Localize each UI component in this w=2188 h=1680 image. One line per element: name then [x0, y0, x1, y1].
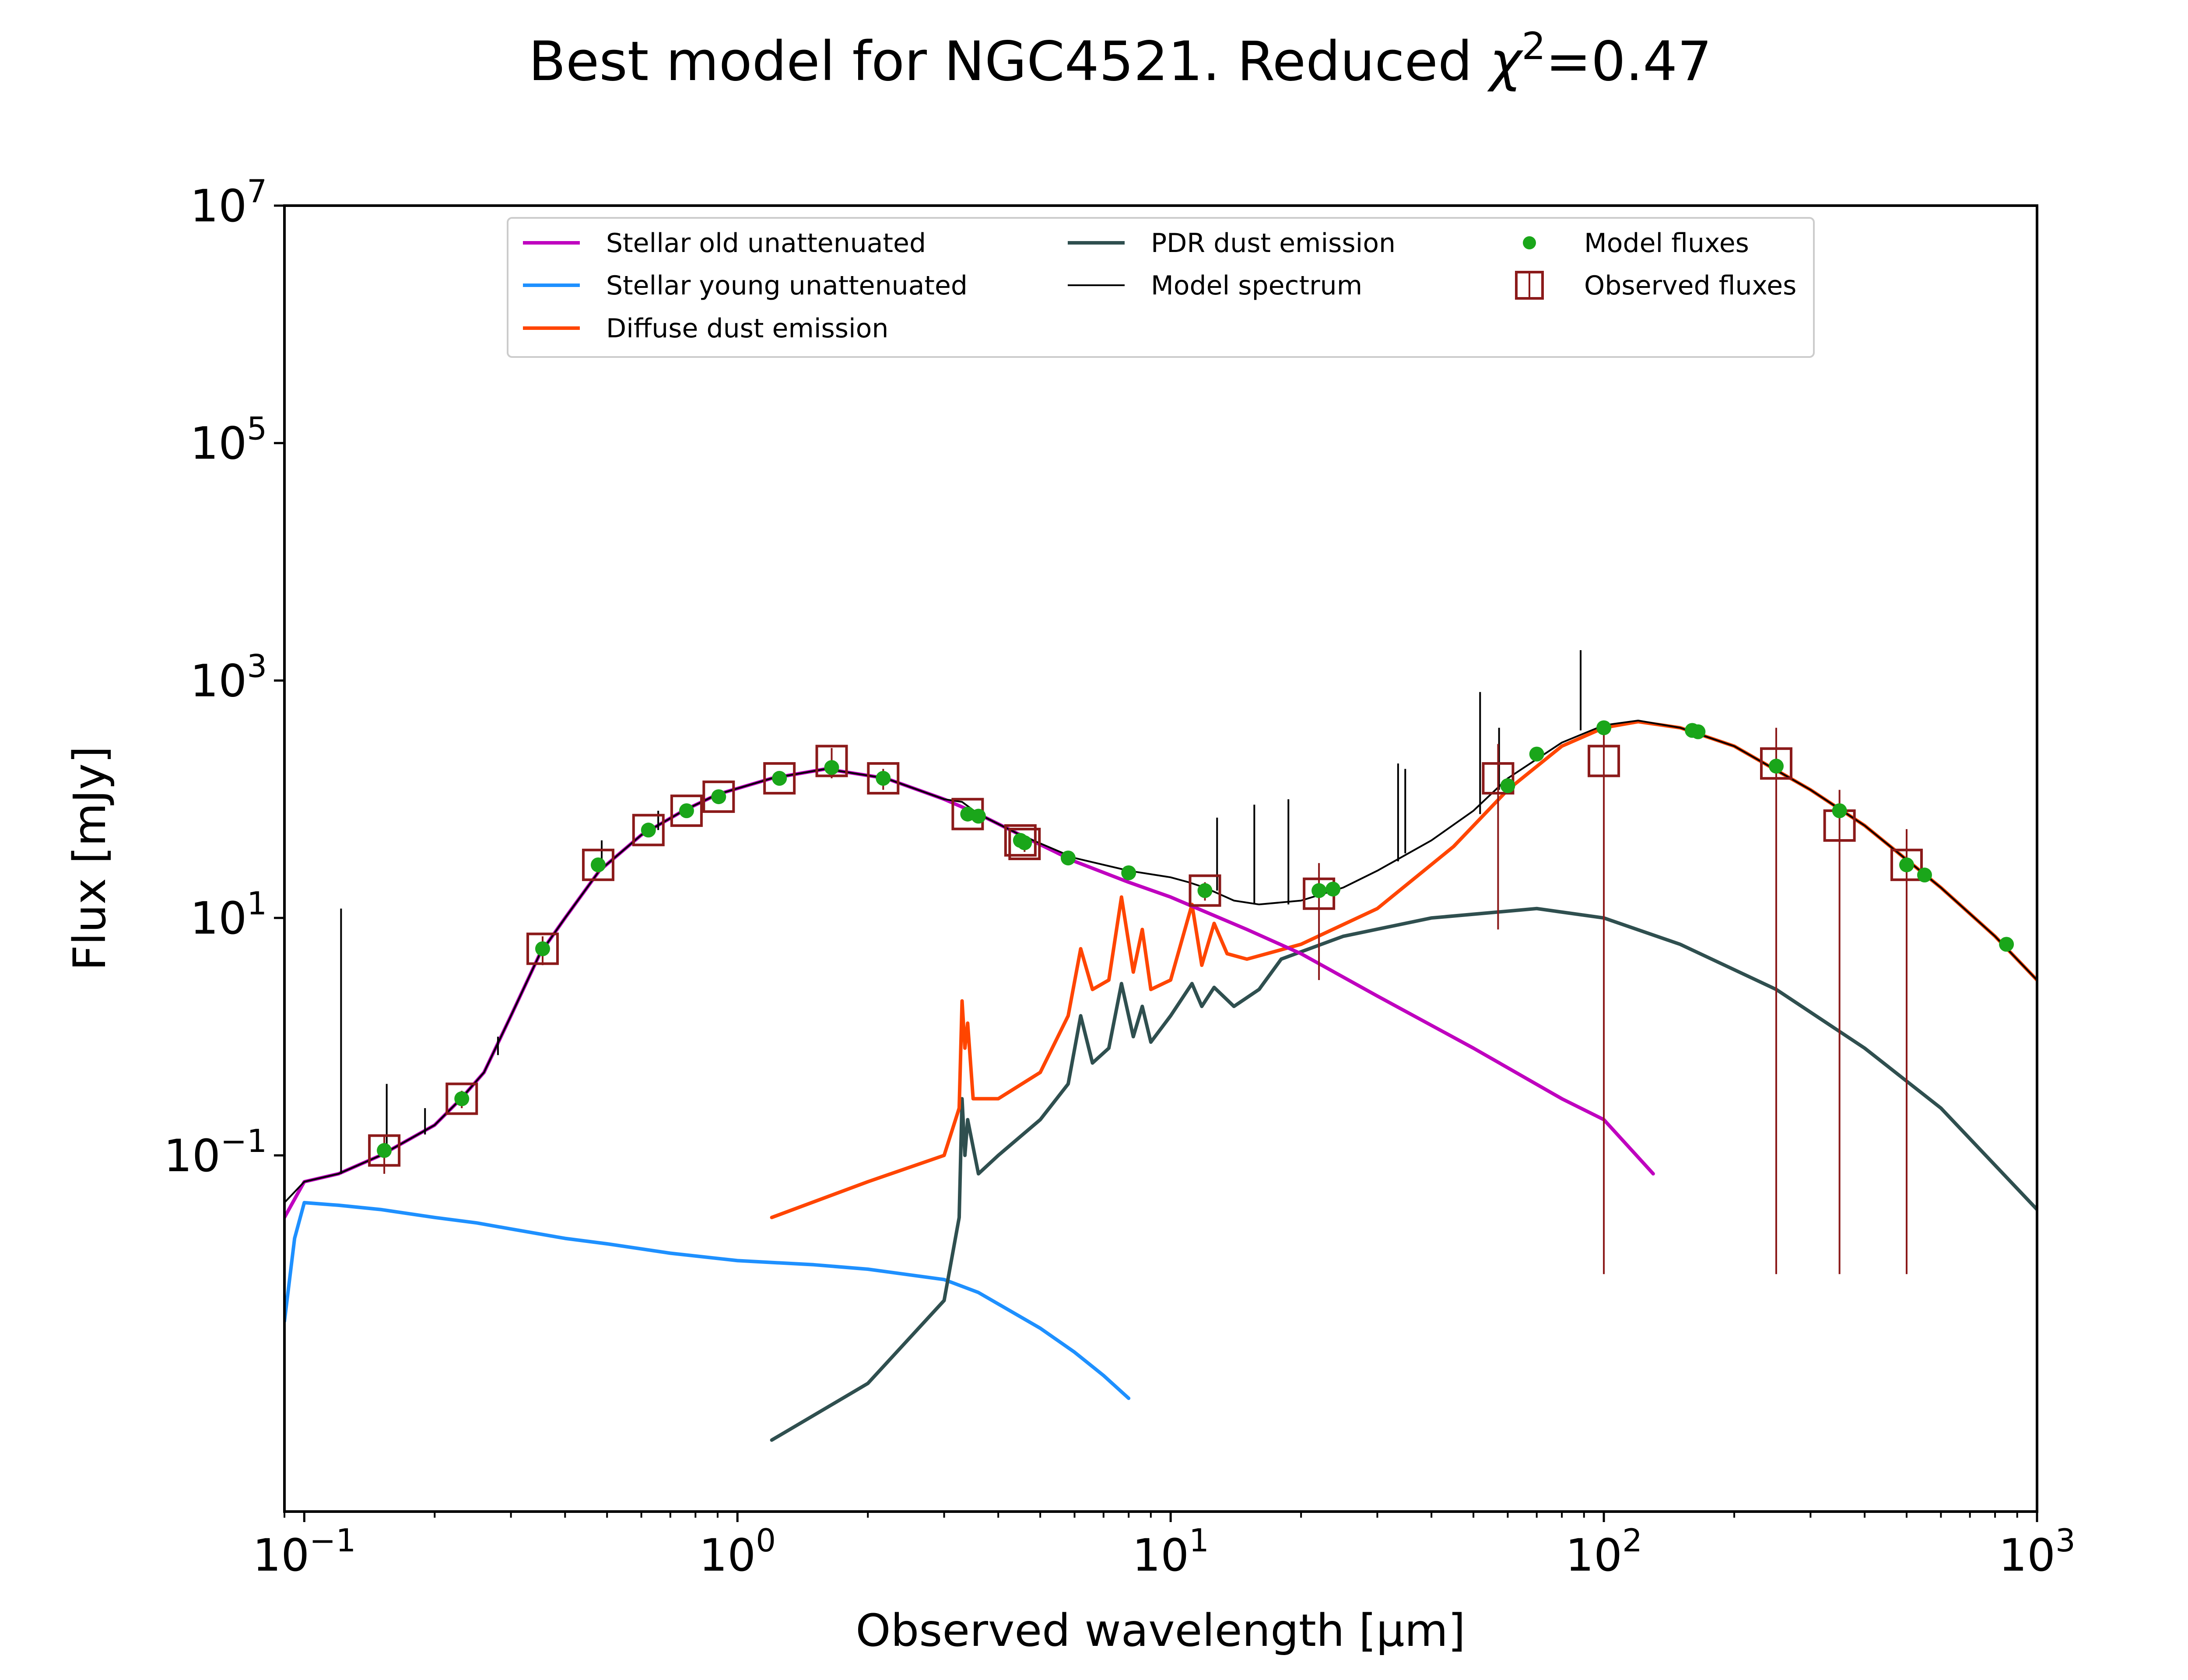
- chart-title-chi: χ: [1487, 30, 1524, 93]
- x-tick-label-exp: 1: [1189, 1522, 1209, 1559]
- y-tick-label-exp: 3: [247, 648, 267, 684]
- model-flux-point: [1899, 857, 1914, 872]
- model-flux-point: [1197, 883, 1213, 898]
- model-flux-point: [1325, 882, 1341, 897]
- model-flux-point: [1060, 850, 1076, 866]
- x-tick-label-exp: 0: [756, 1522, 776, 1559]
- observed-flux-marker: [1004, 824, 1037, 857]
- observed-flux-marker: [526, 932, 559, 965]
- model-flux-point: [679, 803, 694, 819]
- model-flux-point: [711, 789, 726, 805]
- model-flux-point: [641, 822, 656, 838]
- chart-title: Best model for NGC4521. Reduced χ2=0.47: [529, 24, 1712, 93]
- model-flux-point: [1690, 724, 1706, 739]
- legend-label: Model fluxes: [1584, 228, 1749, 259]
- model-flux-point: [454, 1091, 470, 1106]
- x-tick-label: 103: [1999, 1522, 2076, 1582]
- y-tick-label: 105: [190, 410, 267, 470]
- x-tick-label: 101: [1132, 1522, 1209, 1582]
- legend-label: Observed fluxes: [1584, 270, 1796, 301]
- observed-flux-marker: [632, 814, 665, 847]
- chart-title-sup: 2: [1522, 24, 1546, 68]
- model-flux-point: [971, 808, 986, 824]
- observed-flux-marker: [815, 745, 848, 777]
- x-tick-label: 100: [699, 1522, 776, 1582]
- x-tick-label-base: 10: [699, 1530, 756, 1582]
- plot-area: [284, 650, 2037, 1442]
- legend-label: Stellar old unattenuated: [606, 228, 926, 259]
- x-tick-label: 102: [1565, 1522, 1642, 1582]
- y-tick-label-base: 10: [190, 892, 247, 945]
- observed-flux-marker: [582, 848, 614, 881]
- model-flux-point: [377, 1143, 392, 1158]
- y-tick-label: 107: [190, 173, 267, 232]
- model-flux-point: [1017, 835, 1032, 850]
- y-tick-label-exp: 7: [247, 173, 267, 210]
- observed-flux-marker: [670, 794, 703, 827]
- series-line: [284, 1200, 1131, 1400]
- model-flux-point: [1500, 778, 1515, 793]
- model-flux-point: [1832, 803, 1847, 819]
- observed-flux-marker: [445, 1082, 478, 1115]
- x-tick-label-base: 10: [252, 1530, 309, 1582]
- x-tick-label-exp: 2: [1622, 1522, 1642, 1559]
- x-axis-ticks: 10−1 100 101 102 103: [252, 1512, 2076, 1582]
- model-flux-point: [1917, 868, 1932, 883]
- x-axis-label: Observed wavelength [μm]: [856, 1605, 1466, 1657]
- model-flux-layer: [377, 720, 2014, 1158]
- x-tick-label-exp: 3: [2055, 1522, 2076, 1559]
- model-flux-point: [1529, 746, 1544, 762]
- observed-flux-marker: [1482, 762, 1515, 795]
- observed-flux-marker: [1189, 874, 1221, 907]
- legend-label: Model spectrum: [1151, 270, 1362, 301]
- legend-frame: [507, 217, 1815, 358]
- legend-label: Stellar young unattenuated: [606, 270, 968, 301]
- legend-swatch: [1523, 236, 1536, 249]
- x-tick-label: 10−1: [252, 1522, 356, 1582]
- observed-flux-marker: [1760, 747, 1793, 780]
- y-tick-label-exp: 1: [247, 885, 267, 922]
- chart-title-prefix: Best model for NGC4521. Reduced: [529, 30, 1490, 93]
- model-flux-point: [1999, 937, 2014, 952]
- model-flux-point: [1769, 759, 1784, 774]
- y-tick-label: 101: [190, 885, 267, 945]
- chart-title-suffix: =0.47: [1546, 30, 1712, 93]
- observed-flux-marker: [1588, 745, 1620, 777]
- y-tick-label-exp: 5: [247, 410, 267, 447]
- y-tick-label-base: 10: [190, 655, 247, 707]
- observed-flux-marker: [1890, 848, 1923, 881]
- y-tick-label-base: 10: [190, 180, 247, 232]
- observed-flux-marker: [763, 762, 796, 795]
- model-flux-point: [772, 771, 787, 786]
- x-tick-label-base: 10: [1132, 1530, 1189, 1582]
- y-tick-label-base: 10: [164, 1130, 221, 1182]
- series-line: [284, 720, 2037, 1204]
- x-tick-label-base: 10: [1999, 1530, 2055, 1582]
- model-flux-point: [1311, 883, 1327, 898]
- x-tick-label-base: 10: [1565, 1530, 1622, 1582]
- observed-flux-marker: [867, 762, 900, 795]
- observed-flux-marker: [1008, 828, 1041, 861]
- model-flux-point: [1596, 720, 1612, 735]
- legend: Stellar old unattenuated Stellar young un…: [507, 217, 1815, 358]
- y-tick-label: 10−1: [164, 1123, 267, 1182]
- series-line: [770, 906, 2037, 1442]
- observed-flux-marker: [702, 780, 735, 813]
- x-tick-label-exp: −1: [309, 1522, 356, 1559]
- plot-frame: [283, 204, 2038, 1513]
- observed-flux-marker: [368, 1134, 401, 1167]
- legend-label: Diffuse dust emission: [606, 313, 888, 344]
- y-tick-label-exp: −1: [221, 1123, 267, 1159]
- y-tick-label-base: 10: [190, 418, 247, 470]
- model-flux-point: [590, 857, 606, 872]
- model-flux-point: [535, 941, 550, 956]
- model-flux-point: [1121, 865, 1136, 881]
- model-flux-point: [824, 760, 839, 775]
- model-flux-point: [876, 771, 891, 786]
- y-tick-label: 103: [190, 648, 267, 707]
- legend-label: PDR dust emission: [1151, 228, 1396, 259]
- y-axis-label: Flux [mJy]: [64, 746, 116, 971]
